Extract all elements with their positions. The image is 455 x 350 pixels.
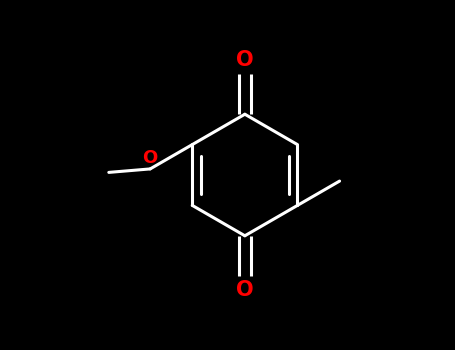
- Text: O: O: [142, 149, 158, 167]
- Text: O: O: [236, 50, 254, 70]
- Text: O: O: [236, 280, 254, 300]
